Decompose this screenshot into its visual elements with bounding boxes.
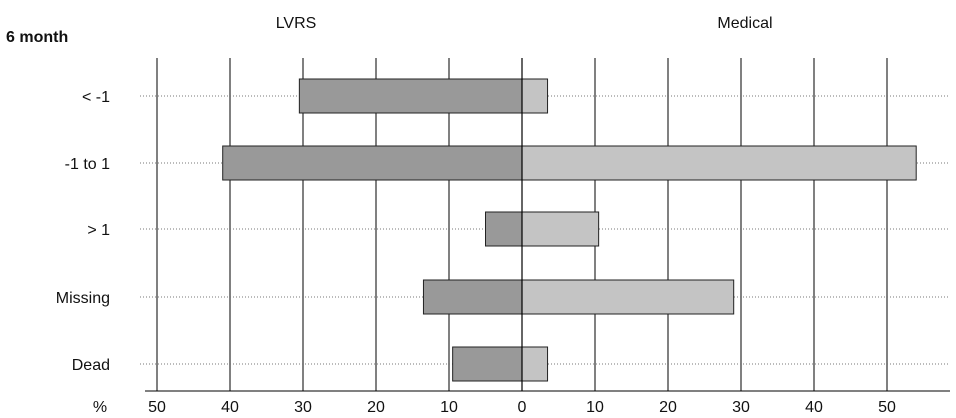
category-label: Missing xyxy=(56,290,110,307)
bar-lvrs xyxy=(485,211,523,247)
header-left: LVRS xyxy=(276,15,317,32)
x-tick-label: 10 xyxy=(586,399,604,416)
category-label: -1 to 1 xyxy=(65,156,110,173)
x-tick-label: 30 xyxy=(294,399,312,416)
bar-lvrs xyxy=(452,346,523,382)
bar-medical xyxy=(521,145,917,181)
x-tick-label: 50 xyxy=(878,399,896,416)
category-label: < -1 xyxy=(82,89,110,106)
x-tick-label: 50 xyxy=(148,399,166,416)
category-label: > 1 xyxy=(87,222,110,239)
x-tick-label: 20 xyxy=(659,399,677,416)
bar-medical xyxy=(521,78,549,114)
axis-unit-label: % xyxy=(93,399,107,416)
header-right: Medical xyxy=(717,15,772,32)
bar-medical xyxy=(521,279,735,315)
x-tick-label: 0 xyxy=(518,399,527,416)
x-tick-label: 40 xyxy=(805,399,823,416)
bar-medical xyxy=(521,346,549,382)
category-label: Dead xyxy=(72,357,110,374)
x-tick-label: 10 xyxy=(440,399,458,416)
bar-medical xyxy=(521,211,600,247)
corner-label: 6 month xyxy=(6,29,68,46)
x-tick-label: 40 xyxy=(221,399,239,416)
x-tick-label: 20 xyxy=(367,399,385,416)
bar-lvrs xyxy=(422,279,523,315)
x-tick-label: 30 xyxy=(732,399,750,416)
bar-lvrs xyxy=(222,145,523,181)
bar-lvrs xyxy=(298,78,523,114)
